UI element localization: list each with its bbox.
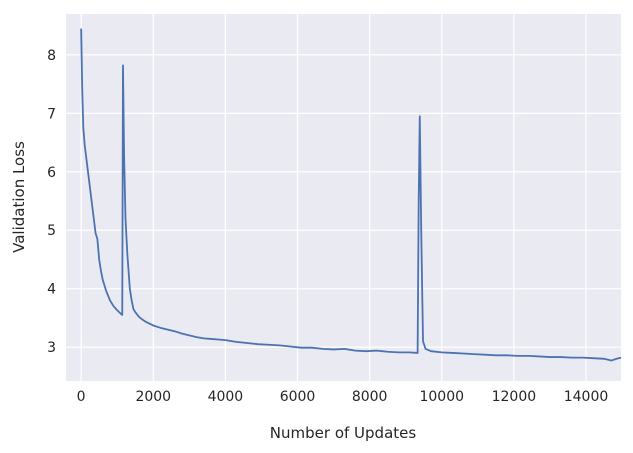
- y-tick-label: 6: [47, 165, 56, 181]
- x-tick-label: 6000: [280, 389, 316, 405]
- x-tick-label: 12000: [492, 389, 537, 405]
- x-tick-label: 10000: [419, 389, 464, 405]
- plot-area: [66, 14, 621, 381]
- y-tick-label: 5: [47, 223, 56, 239]
- x-tick-label: 14000: [564, 389, 609, 405]
- y-tick-label: 4: [47, 282, 56, 298]
- x-tick-label: 4000: [208, 389, 244, 405]
- y-tick-label: 3: [47, 340, 56, 356]
- x-axis-label: Number of Updates: [270, 424, 417, 442]
- x-tick-label: 8000: [352, 389, 388, 405]
- y-axis-label: Validation Loss: [10, 141, 28, 253]
- x-tick-label: 2000: [135, 389, 171, 405]
- y-tick-label: 7: [47, 106, 56, 122]
- x-tick-label: 0: [77, 389, 86, 405]
- data-line: [80, 28, 622, 362]
- y-tick-label: 8: [47, 48, 56, 64]
